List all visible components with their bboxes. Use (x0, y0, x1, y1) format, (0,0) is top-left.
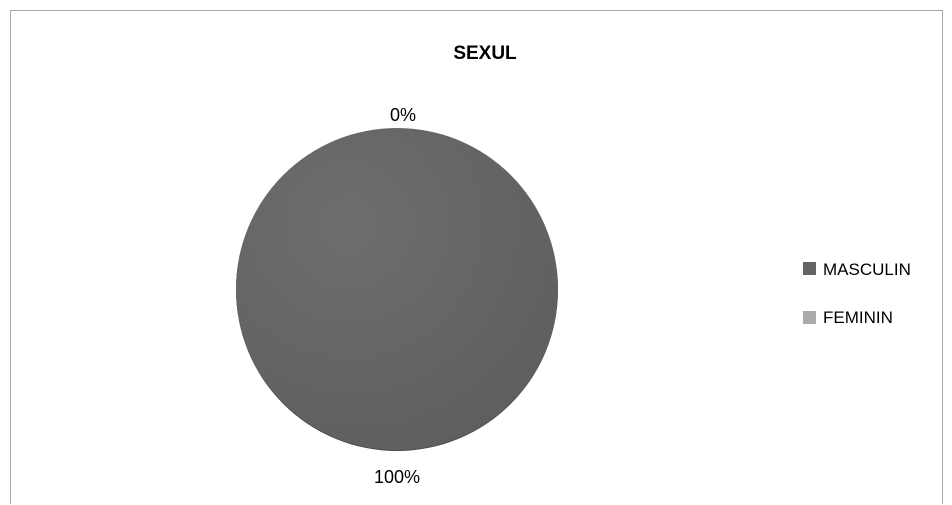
legend-label-feminin: FEMININ (823, 308, 893, 327)
legend-swatch-masculin (803, 262, 816, 275)
legend-label-masculin: MASCULIN (823, 260, 911, 279)
legend: MASCULIN FEMININ (803, 260, 911, 327)
pie-slices (236, 128, 558, 450)
chart-title: SEXUL (453, 43, 517, 64)
legend-swatch-feminin (803, 311, 816, 324)
data-label-masculin: 100% (374, 467, 420, 487)
data-label-feminin: 0% (390, 105, 416, 125)
